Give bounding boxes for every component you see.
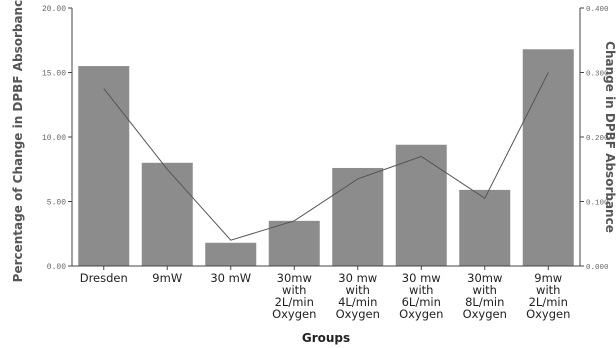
x-tick-label-line: 30mw [467,271,502,285]
x-tick-label-line: 8L/min [465,295,504,309]
x-tick-label-line: 30 mw [338,271,377,285]
x-tick-label-line: Oxygen [463,307,507,321]
x-tick-label-line: Oxygen [526,307,570,321]
bar [205,242,257,266]
x-tick-label-line: 30 mw [402,271,441,285]
x-tick-label: 30 mW [210,271,251,285]
bar [459,189,511,266]
series-line [103,72,549,241]
x-tick-label-line: 6L/min [402,295,441,309]
x-tick-label: 30mw with 8L/min Oxygen [463,271,507,321]
bar [78,66,130,266]
x-tick-label-line: with [409,283,433,297]
x-tick-label-line: 4L/min [338,295,377,309]
x-tick-label-line: 2L/min [275,295,314,309]
x-tick-label-line: Oxygen [399,307,443,321]
bar [141,162,193,266]
x-tick-label-line: with [536,283,560,297]
x-tick-label: 30 mw with 6L/min Oxygen [399,271,443,321]
ticks-group: 0.00 5.00 10.00 15.00 20.00 0.000 0.100 0.200 0.… [42,5,609,321]
x-tick-label-line: 9mw [534,271,562,285]
x-tick-label: 9mw with 2L/min Oxygen [526,271,570,321]
bar [522,49,574,266]
x-tick-label: 9mW [152,271,182,285]
x-tick-label: 30 mw with 4L/min Oxygen [336,271,380,321]
x-tick-label-line: Dresden [80,271,128,285]
bar [395,144,447,266]
y-tick-left-label: 5.00 [47,199,66,208]
x-tick-label: Dresden [80,271,128,285]
bar [268,220,320,266]
x-tick-label-line: 9mW [152,271,182,285]
y-tick-left-label: 0.00 [47,263,66,272]
x-tick-label-line: Oxygen [272,307,316,321]
x-tick-label-line: with [346,283,370,297]
x-tick-label-line: 2L/min [529,295,568,309]
x-axis-label: Groups [302,331,350,345]
bars-group [78,49,574,266]
x-tick-label-line: 30 mW [210,271,251,285]
x-tick-label-line: with [282,283,306,297]
bar [332,167,384,266]
line-series-group [103,72,549,241]
x-tick-label: 30mw with 2L/min Oxygen [272,271,316,321]
y-tick-right-label: 0.000 [586,264,609,272]
x-tick-label-line: with [473,283,497,297]
x-tick-label-line: 30mw [277,271,312,285]
y-tick-left-label: 15.00 [42,70,66,79]
y-tick-right-label: 0.300 [586,71,609,79]
x-tick-label-line: Oxygen [336,307,380,321]
y-tick-left-label: 10.00 [42,134,66,143]
y-tick-right-label: 0.400 [586,6,609,14]
y-tick-right-label: 0.200 [586,135,609,143]
y-axis-left-label: Percentage of Change in DPBF Absorbance [11,0,25,282]
y-tick-right-label: 0.100 [586,200,609,208]
y-tick-left-label: 20.00 [42,5,66,14]
y-axis-right-label: Change in DPBF Absorbance [603,41,616,233]
